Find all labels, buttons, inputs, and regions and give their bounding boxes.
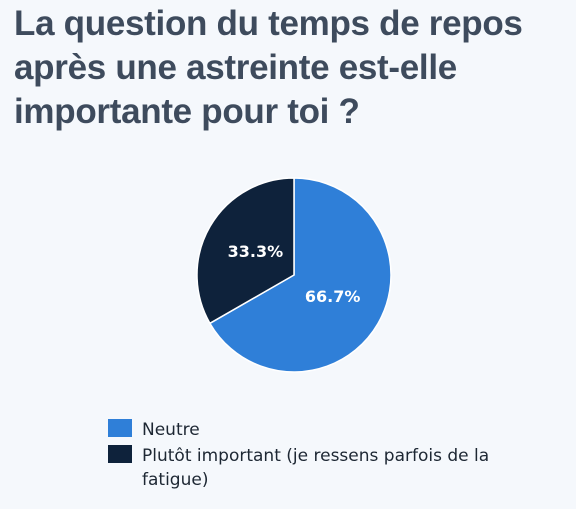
legend-item-neutre: Neutre: [108, 418, 492, 442]
chart-title: La question du temps de repos après une …: [14, 4, 523, 131]
legend-item-plutot-important: Plutôt important (je ressens parfois de …: [108, 444, 492, 492]
data-label-plutot-important: 33.3%: [228, 242, 284, 261]
legend-label-neutre: Neutre: [142, 420, 200, 440]
chart-legend: Neutre Plutôt important (je ressens parf…: [108, 418, 508, 494]
pie-slice-neutre: [208, 177, 392, 373]
legend-swatch-plutot-important: [108, 445, 132, 463]
pie-slice-plutot-important: [196, 177, 295, 325]
data-label-neutre: 66.7%: [305, 287, 361, 306]
legend-swatch-neutre: [108, 419, 132, 437]
legend-label-plutot-important: Plutôt important (je ressens parfois de …: [142, 446, 490, 490]
